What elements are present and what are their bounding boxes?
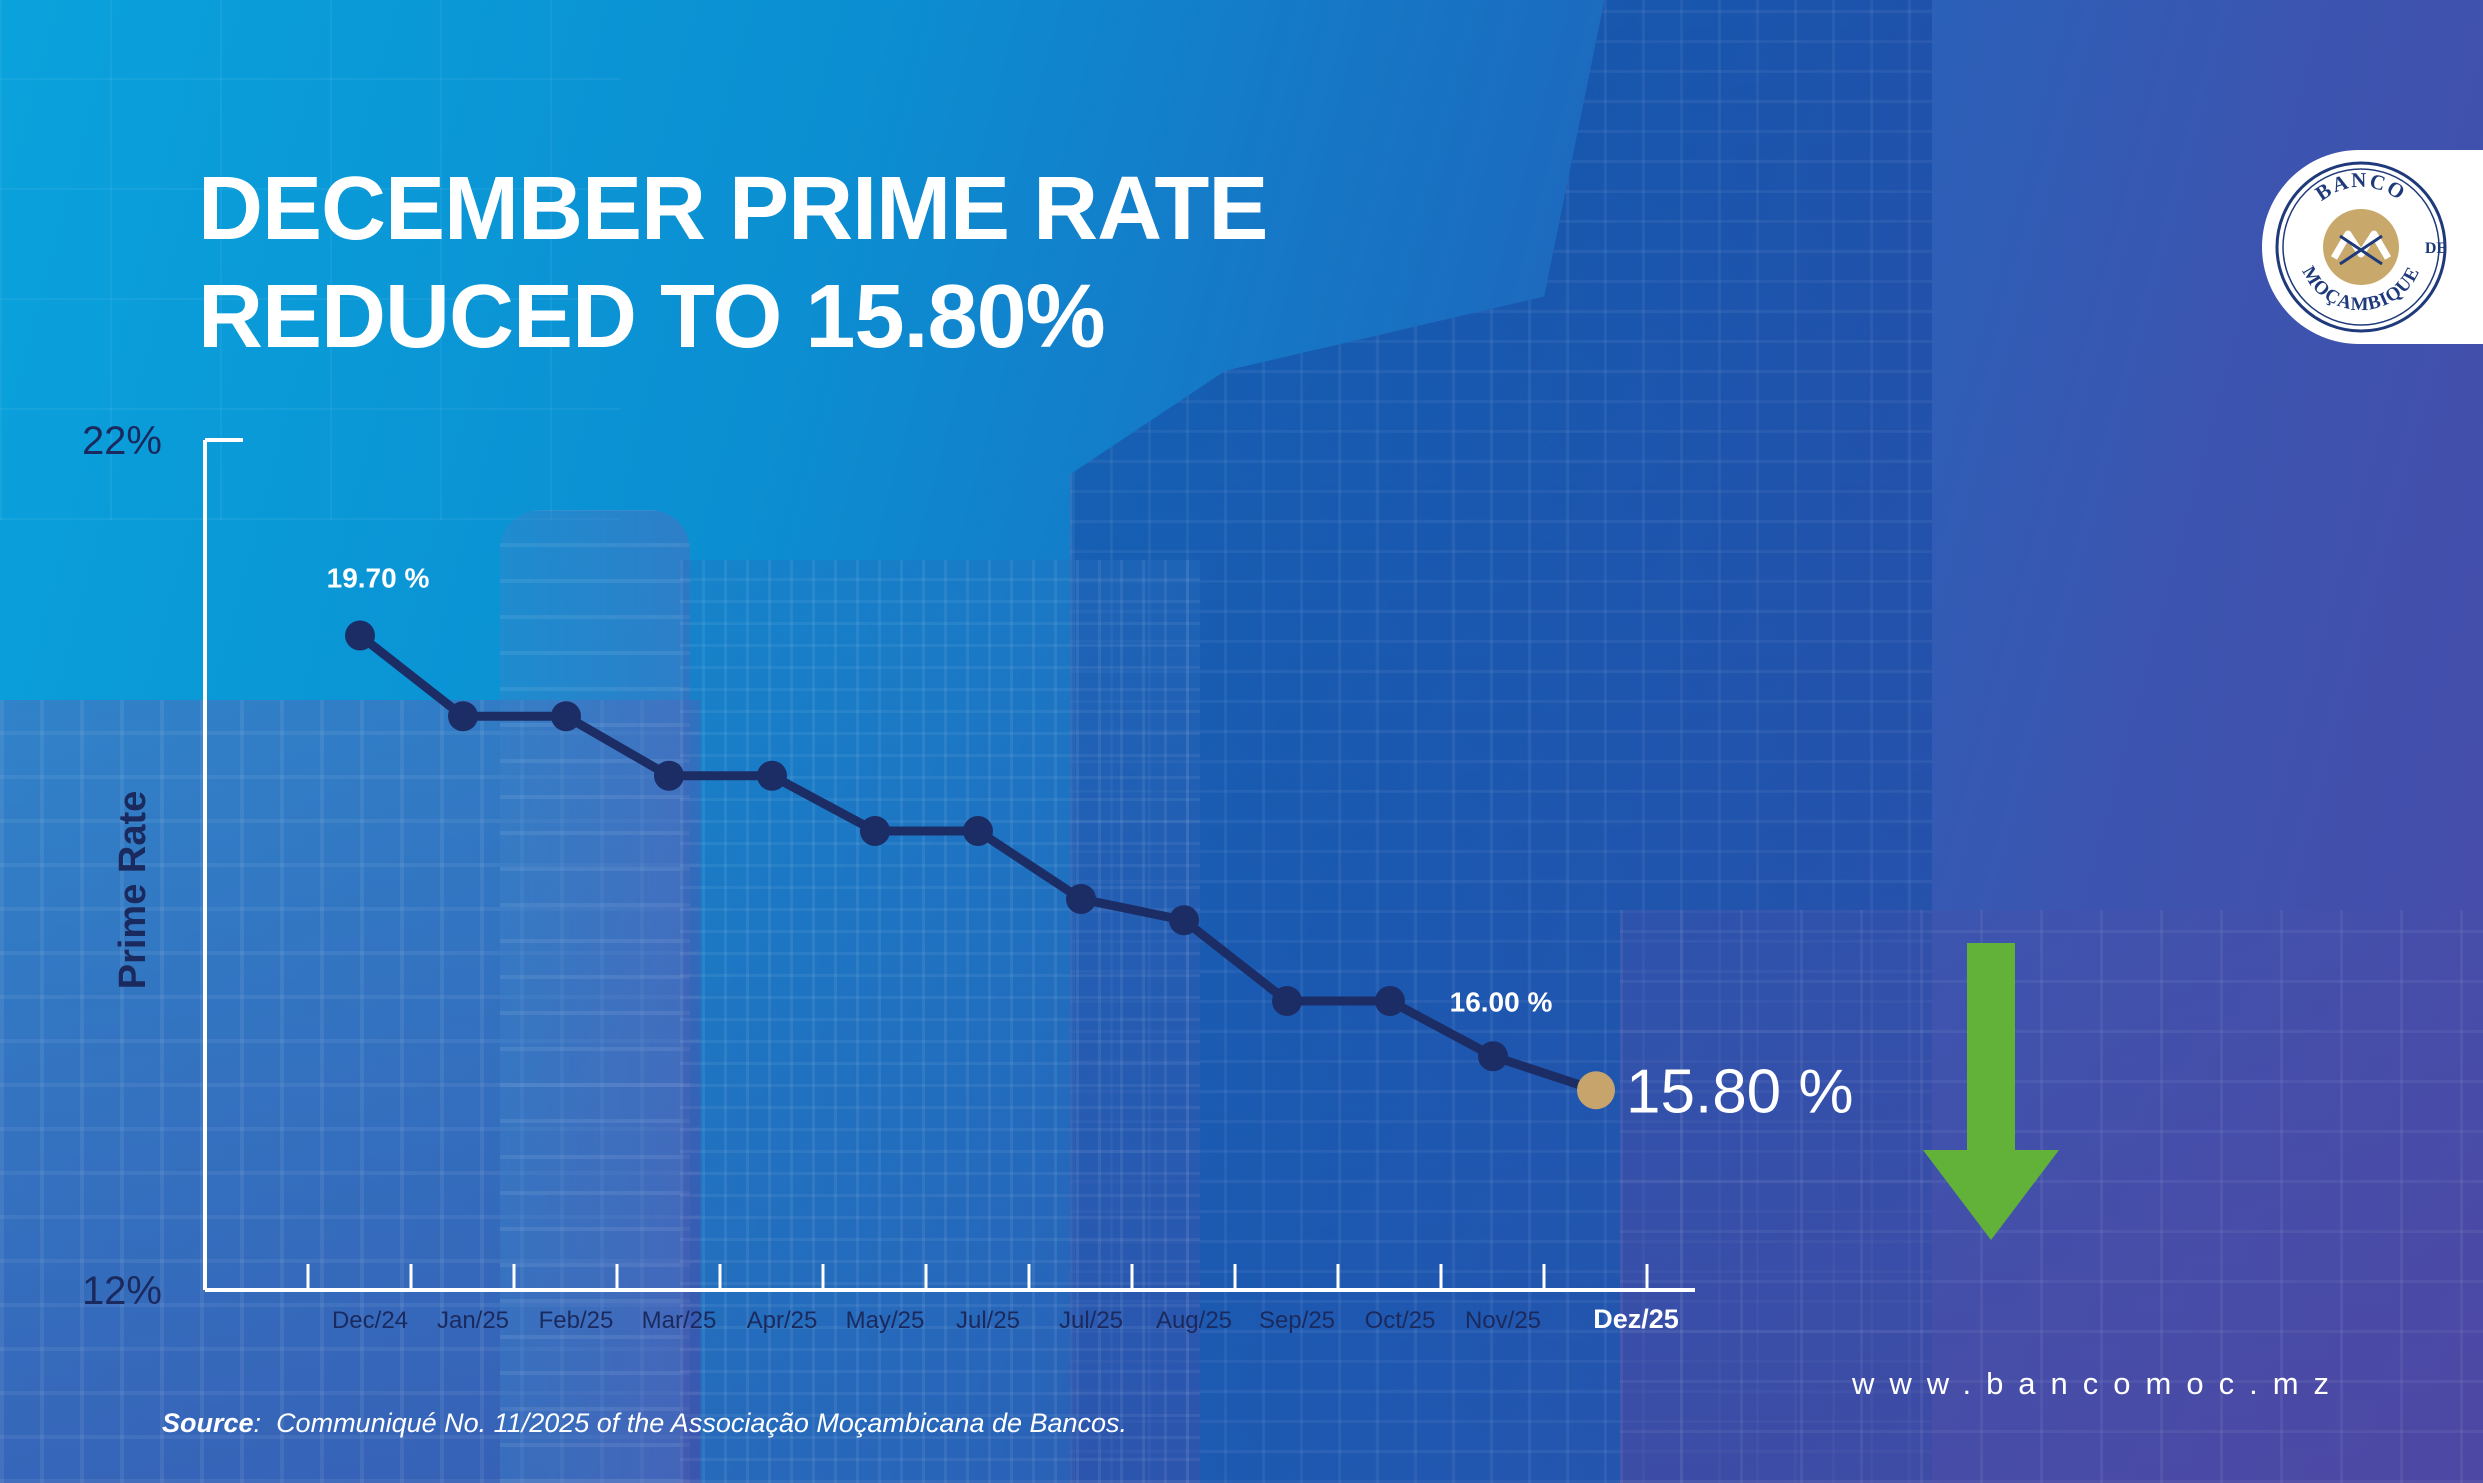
logo-tab: BANCO MOÇAMBIQUE DE xyxy=(2262,150,2483,344)
y-tick-label: 22% xyxy=(82,419,162,463)
background-building-cylinder xyxy=(500,510,690,1483)
background-tiles xyxy=(0,0,620,520)
data-point xyxy=(963,816,993,846)
x-tick-label: Jul/25 xyxy=(956,1307,1020,1334)
x-tick-label: Oct/25 xyxy=(1365,1307,1436,1334)
background-building-right xyxy=(1620,910,2483,1483)
x-tick-label: Jul/25 xyxy=(1059,1307,1123,1334)
series-line xyxy=(357,631,1598,1095)
chart-x-labels: Dec/24 Jan/25 Feb/25 Mar/25 Apr/25 May/25 Jul/… xyxy=(332,1304,1679,1334)
data-point xyxy=(551,701,581,732)
chart-ticks xyxy=(306,1264,1649,1290)
x-tick-label: Mar/25 xyxy=(642,1307,717,1334)
headline: DECEMBER PRIME RATE REDUCED TO 15.80% xyxy=(198,155,1268,371)
data-point xyxy=(1272,986,1302,1016)
x-tick-label: Nov/25 xyxy=(1465,1307,1541,1334)
website-url[interactable]: www.bancomoc.mz xyxy=(1852,1366,2345,1401)
background-building-middle xyxy=(680,560,1200,1483)
x-tick-label: Dec/24 xyxy=(332,1307,408,1334)
source-label: Source xyxy=(162,1408,254,1438)
data-point xyxy=(448,701,478,732)
data-point-current xyxy=(1577,1071,1615,1110)
data-label: 15.80 % xyxy=(1626,1057,1854,1126)
x-tick-label: Dez/25 xyxy=(1593,1304,1679,1334)
data-label: 16.00 % xyxy=(1450,986,1553,1017)
logo-text-mid: DE xyxy=(2425,240,2447,257)
headline-line-1: DECEMBER PRIME RATE xyxy=(198,159,1268,259)
data-label: 19.70 % xyxy=(327,563,430,594)
data-point xyxy=(757,760,787,791)
source-text: Communiqué No. 11/2025 of the Associação… xyxy=(276,1408,1128,1438)
x-tick-label: Aug/25 xyxy=(1156,1307,1232,1334)
y-tick-label: 12% xyxy=(82,1269,162,1313)
down-arrow-icon xyxy=(1923,943,2059,1240)
source-note: Source: Communiqué No. 11/2025 of the As… xyxy=(162,1408,1128,1438)
x-tick-label: Feb/25 xyxy=(539,1307,614,1334)
headline-line-2: REDUCED TO 15.80% xyxy=(198,267,1106,367)
x-tick-label: Jan/25 xyxy=(437,1307,509,1334)
chart-series xyxy=(345,620,1615,1110)
data-point xyxy=(1066,884,1096,914)
y-axis-label: Prime Rate xyxy=(112,791,154,990)
data-point xyxy=(1169,905,1199,936)
x-tick-label: Sep/25 xyxy=(1259,1307,1335,1334)
x-tick-label: May/25 xyxy=(846,1307,925,1334)
data-point xyxy=(1375,986,1405,1016)
x-tick-label: Apr/25 xyxy=(747,1307,818,1334)
data-point xyxy=(345,620,375,651)
chart-axes: 22% 12% xyxy=(82,419,1695,1313)
bank-logo-icon: BANCO MOÇAMBIQUE DE xyxy=(2275,161,2447,333)
chart-annotations: 19.70 % 16.00 % 15.80 % xyxy=(327,563,1854,1127)
data-point xyxy=(1478,1041,1508,1072)
data-point xyxy=(860,816,890,846)
data-point xyxy=(654,760,684,791)
